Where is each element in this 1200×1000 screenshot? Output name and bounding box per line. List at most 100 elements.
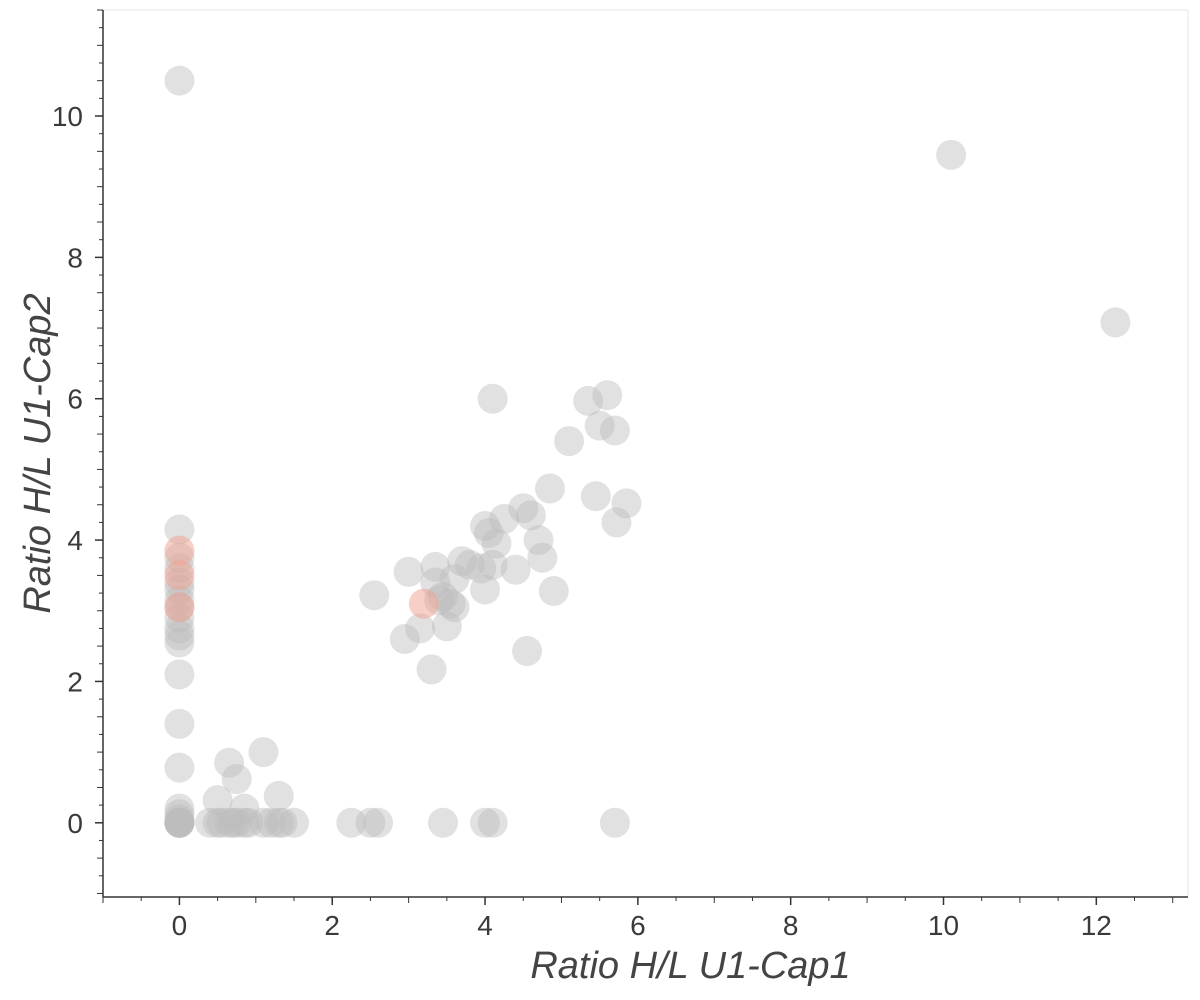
data-point [194,807,225,838]
data-point [221,807,252,838]
data-point [1100,307,1131,338]
data-point [164,793,195,824]
y-tick-label: 4 [67,525,83,556]
data-point [164,627,195,658]
data-point [336,807,367,838]
data-point [164,807,195,838]
data-point [164,659,195,690]
data-point [936,139,967,170]
x-tick-label: 12 [1081,910,1112,941]
y-axis: 0 2 4 6 8 10 [52,9,104,897]
data-point [164,807,195,838]
data-point [164,807,195,838]
data-point [477,549,508,580]
data-point [477,807,508,838]
data-point [470,574,501,605]
data-point [164,799,195,830]
data-point [164,804,195,835]
data-point [420,551,451,582]
data-point [217,807,248,838]
x-axis-title: Ratio H/L U1-Cap1 [530,945,850,987]
data-point [466,553,497,584]
data-point [202,807,233,838]
data-point [263,780,294,811]
x-tick-label: 6 [630,910,646,941]
x-tick-label: 2 [324,910,340,941]
y-axis-title: Ratio H/L U1-Cap2 [17,293,59,613]
x-tick-label: 4 [477,910,493,941]
x-tick-label: 0 [172,910,188,941]
data-point [164,560,195,591]
data-point [389,624,420,655]
data-point [202,785,233,816]
y-tick-label: 10 [52,101,83,132]
y-tick-label: 6 [67,384,83,415]
data-point [431,611,462,642]
data-point [584,410,615,441]
data-point [164,514,195,545]
data-point [229,793,260,824]
data-point [248,737,279,768]
data-point [611,488,642,519]
data-point [601,507,632,538]
data-point [534,473,565,504]
data-point [489,503,520,534]
data-point [416,654,447,685]
data-point [477,383,508,414]
data-point [470,510,501,541]
data-point [363,807,394,838]
data-point [580,481,611,512]
data-point [267,807,298,838]
data-point [164,807,195,838]
data-point [164,807,195,838]
y-tick-label: 0 [67,808,83,839]
data-point [527,542,558,573]
data-point [164,613,195,644]
data-point [214,807,245,838]
data-point [164,708,195,739]
data-point [279,807,310,838]
x-axis: 0 2 4 6 8 10 12 [102,896,1188,941]
data-point [515,500,546,531]
data-point [263,807,294,838]
data-point [164,620,195,651]
plot-frame [103,9,1189,897]
data-point [512,636,543,667]
data-point [164,752,195,783]
data-point [229,807,260,838]
data-point [206,807,237,838]
data-point [554,426,585,457]
y-tick-label: 8 [67,242,83,273]
data-point [439,563,470,594]
data-point [405,613,436,644]
data-point [523,525,554,556]
data-point [214,747,245,778]
data-point [359,580,390,611]
data-point [500,554,531,585]
data-point [473,518,504,549]
data-point [393,556,424,587]
data-point [233,807,264,838]
data-point [221,763,252,794]
data-point [428,807,459,838]
data-point [592,380,623,411]
data-point [164,65,195,96]
data-point [573,385,604,416]
y-tick-label: 2 [67,666,83,697]
data-point [164,807,195,838]
data-point [538,575,569,606]
data-point [164,535,195,566]
data-point [435,588,466,619]
data-point [408,588,439,619]
data-point [248,807,279,838]
data-point [454,549,485,580]
data-point [481,528,512,559]
x-tick-label: 8 [783,910,799,941]
data-point [164,592,195,623]
data-point [508,493,539,524]
data-point [355,807,386,838]
data-point [256,807,287,838]
scatter-points [164,65,1131,838]
data-point [599,807,630,838]
